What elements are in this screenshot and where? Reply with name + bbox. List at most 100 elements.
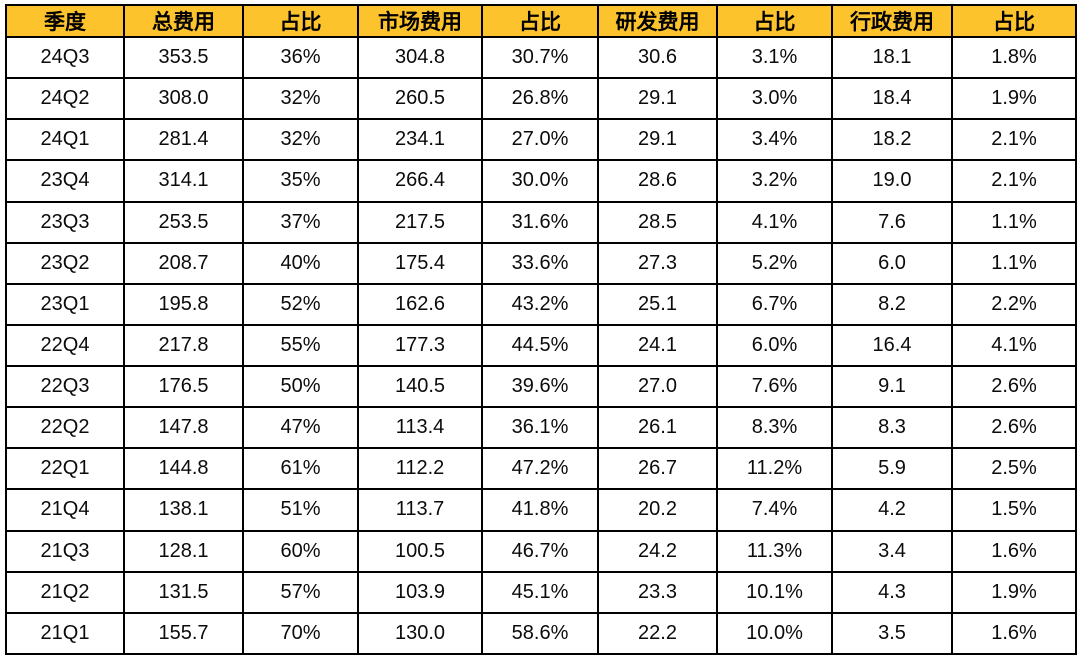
cell-total-pct: 37% bbox=[242, 200, 359, 244]
cell-marketing-pct: 30.0% bbox=[481, 159, 599, 203]
cell-marketing-expense: 177.3 bbox=[357, 323, 483, 368]
cell-marketing-expense: 130.0 bbox=[357, 611, 483, 656]
table-row: 23Q1 195.8 52% 162.6 43.2% 25.1 6.7% 8.2 2.2% bbox=[5, 282, 1077, 326]
cell-total-pct: 61% bbox=[242, 447, 359, 491]
cell-marketing-expense: 113.4 bbox=[357, 406, 483, 450]
cell-marketing-expense: 113.7 bbox=[357, 488, 483, 532]
cell-total-pct: 55% bbox=[242, 323, 359, 368]
cell-rd-expense: 27.0 bbox=[597, 364, 718, 409]
cell-total-expense: 138.1 bbox=[123, 488, 244, 532]
cell-admin-pct: 1.9% bbox=[951, 77, 1077, 121]
cell-admin-pct: 1.6% bbox=[951, 611, 1077, 656]
cell-quarter: 21Q4 bbox=[5, 488, 125, 532]
cell-rd-expense: 24.1 bbox=[597, 323, 718, 368]
cell-rd-expense: 26.7 bbox=[597, 447, 718, 491]
cell-admin-expense: 8.2 bbox=[831, 282, 953, 326]
cell-admin-pct: 1.6% bbox=[951, 529, 1077, 573]
cell-marketing-expense: 234.1 bbox=[357, 118, 483, 162]
cell-total-expense: 308.0 bbox=[123, 77, 244, 121]
cell-marketing-pct: 33.6% bbox=[481, 241, 599, 285]
table-row: 23Q3 253.5 37% 217.5 31.6% 28.5 4.1% 7.6 1.1% bbox=[5, 200, 1077, 244]
cell-quarter: 24Q3 bbox=[5, 35, 125, 80]
cell-marketing-pct: 30.7% bbox=[481, 35, 599, 80]
cell-rd-pct: 5.2% bbox=[716, 241, 833, 285]
cell-total-expense: 353.5 bbox=[123, 35, 244, 80]
cell-quarter: 23Q4 bbox=[5, 159, 125, 203]
cell-marketing-expense: 103.9 bbox=[357, 570, 483, 614]
column-header-admin-expense: 行政费用 bbox=[831, 4, 953, 38]
cell-total-expense: 176.5 bbox=[123, 364, 244, 409]
table-row: 22Q3 176.5 50% 140.5 39.6% 27.0 7.6% 9.1 2.6% bbox=[5, 364, 1077, 409]
cell-rd-pct: 6.7% bbox=[716, 282, 833, 326]
cell-quarter: 24Q2 bbox=[5, 77, 125, 121]
cell-quarter: 22Q2 bbox=[5, 406, 125, 450]
cell-rd-expense: 28.5 bbox=[597, 200, 718, 244]
cell-quarter: 22Q4 bbox=[5, 323, 125, 368]
cell-quarter: 21Q2 bbox=[5, 570, 125, 614]
cell-marketing-expense: 304.8 bbox=[357, 35, 483, 80]
cell-rd-pct: 6.0% bbox=[716, 323, 833, 368]
cell-rd-expense: 26.1 bbox=[597, 406, 718, 450]
table-row: 21Q2 131.5 57% 103.9 45.1% 23.3 10.1% 4.3 1.9% bbox=[5, 570, 1077, 614]
cell-quarter: 24Q1 bbox=[5, 118, 125, 162]
table-body: 24Q3 353.5 36% 304.8 30.7% 30.6 3.1% 18.1 1.8% 24… bbox=[5, 35, 1077, 656]
cell-rd-expense: 29.1 bbox=[597, 77, 718, 121]
cell-admin-expense: 18.2 bbox=[831, 118, 953, 162]
cell-marketing-pct: 58.6% bbox=[481, 611, 599, 656]
cell-admin-pct: 1.8% bbox=[951, 35, 1077, 80]
cell-marketing-expense: 175.4 bbox=[357, 241, 483, 285]
cell-total-pct: 35% bbox=[242, 159, 359, 203]
cell-total-expense: 128.1 bbox=[123, 529, 244, 573]
column-header-total-pct: 占比 bbox=[242, 4, 359, 38]
cell-rd-pct: 4.1% bbox=[716, 200, 833, 244]
table-row: 21Q3 128.1 60% 100.5 46.7% 24.2 11.3% 3.4 1.6% bbox=[5, 529, 1077, 573]
quarterly-expense-table: 季度 总费用 占比 市场费用 占比 研发费用 占比 行政费用 占比 24Q3 353.5 36% 30… bbox=[5, 4, 1077, 656]
cell-rd-pct: 11.3% bbox=[716, 529, 833, 573]
cell-rd-pct: 8.3% bbox=[716, 406, 833, 450]
cell-admin-expense: 19.0 bbox=[831, 159, 953, 203]
cell-total-pct: 70% bbox=[242, 611, 359, 656]
cell-rd-pct: 3.0% bbox=[716, 77, 833, 121]
cell-total-expense: 147.8 bbox=[123, 406, 244, 450]
column-header-admin-pct: 占比 bbox=[951, 4, 1077, 38]
cell-rd-expense: 24.2 bbox=[597, 529, 718, 573]
table-row: 24Q3 353.5 36% 304.8 30.7% 30.6 3.1% 18.1 1.8% bbox=[5, 35, 1077, 80]
cell-admin-expense: 9.1 bbox=[831, 364, 953, 409]
table-row: 21Q1 155.7 70% 130.0 58.6% 22.2 10.0% 3.5 1.6% bbox=[5, 611, 1077, 656]
cell-marketing-pct: 36.1% bbox=[481, 406, 599, 450]
cell-total-pct: 32% bbox=[242, 77, 359, 121]
cell-admin-pct: 1.1% bbox=[951, 200, 1077, 244]
cell-admin-pct: 1.5% bbox=[951, 488, 1077, 532]
cell-quarter: 22Q1 bbox=[5, 447, 125, 491]
cell-rd-pct: 10.1% bbox=[716, 570, 833, 614]
cell-admin-expense: 6.0 bbox=[831, 241, 953, 285]
table-row: 22Q4 217.8 55% 177.3 44.5% 24.1 6.0% 16.4 4.1% bbox=[5, 323, 1077, 368]
cell-marketing-pct: 31.6% bbox=[481, 200, 599, 244]
cell-rd-expense: 23.3 bbox=[597, 570, 718, 614]
cell-total-pct: 32% bbox=[242, 118, 359, 162]
cell-quarter: 23Q1 bbox=[5, 282, 125, 326]
cell-rd-expense: 29.1 bbox=[597, 118, 718, 162]
cell-admin-expense: 4.2 bbox=[831, 488, 953, 532]
table-row: 22Q2 147.8 47% 113.4 36.1% 26.1 8.3% 8.3 2.6% bbox=[5, 406, 1077, 450]
header-row: 季度 总费用 占比 市场费用 占比 研发费用 占比 行政费用 占比 bbox=[5, 4, 1077, 38]
table-row: 21Q4 138.1 51% 113.7 41.8% 20.2 7.4% 4.2 1.5% bbox=[5, 488, 1077, 532]
cell-total-expense: 253.5 bbox=[123, 200, 244, 244]
column-header-rd-expense: 研发费用 bbox=[597, 4, 718, 38]
cell-total-expense: 314.1 bbox=[123, 159, 244, 203]
cell-admin-expense: 5.9 bbox=[831, 447, 953, 491]
table-row: 23Q4 314.1 35% 266.4 30.0% 28.6 3.2% 19.0 2.1% bbox=[5, 159, 1077, 203]
cell-rd-pct: 7.4% bbox=[716, 488, 833, 532]
cell-total-pct: 60% bbox=[242, 529, 359, 573]
cell-total-pct: 52% bbox=[242, 282, 359, 326]
cell-marketing-pct: 44.5% bbox=[481, 323, 599, 368]
cell-admin-pct: 2.5% bbox=[951, 447, 1077, 491]
cell-total-expense: 217.8 bbox=[123, 323, 244, 368]
cell-rd-expense: 30.6 bbox=[597, 35, 718, 80]
cell-total-expense: 155.7 bbox=[123, 611, 244, 656]
cell-rd-pct: 11.2% bbox=[716, 447, 833, 491]
cell-total-expense: 208.7 bbox=[123, 241, 244, 285]
cell-admin-pct: 1.1% bbox=[951, 241, 1077, 285]
cell-total-expense: 281.4 bbox=[123, 118, 244, 162]
